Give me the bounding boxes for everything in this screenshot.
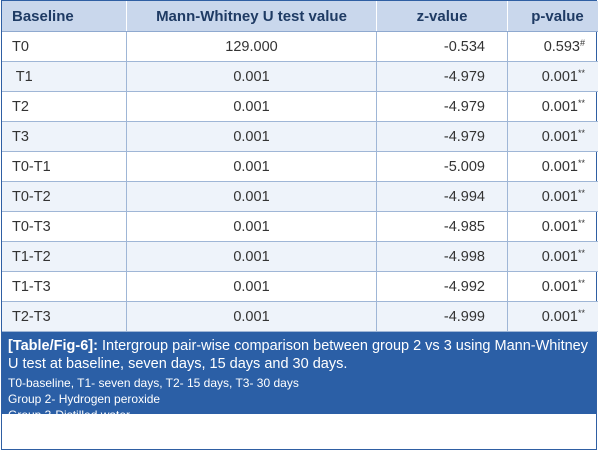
- table-row: T0-T3 0.001 -4.985 0.001**: [2, 211, 598, 242]
- caption-label: [Table/Fig-6]:: [8, 338, 98, 354]
- cell-baseline: T0-T2: [2, 181, 127, 212]
- cell-u-value: 0.001: [126, 91, 377, 122]
- cell-z-value: -4.985: [376, 211, 508, 242]
- p-value-number: 0.001: [541, 188, 578, 205]
- table-header-row: Baseline Mann-Whitney U test value z-val…: [2, 1, 598, 32]
- cell-u-value: 0.001: [126, 121, 377, 152]
- significance-mark: **: [577, 127, 585, 138]
- cell-p-value: 0.593#: [507, 31, 598, 62]
- significance-mark: **: [577, 307, 585, 318]
- p-value-number: 0.001: [541, 278, 578, 295]
- p-value-number: 0.001: [541, 158, 578, 175]
- cell-p-value: 0.001**: [507, 91, 598, 122]
- caption-note: T0-baseline, T1- seven days, T2- 15 days…: [8, 376, 299, 390]
- cell-u-value: 129.000: [126, 31, 377, 62]
- cell-p-value: 0.001**: [507, 181, 598, 212]
- p-value-number: 0.001: [541, 308, 578, 325]
- cell-baseline: T1-T3: [2, 271, 127, 302]
- cell-z-value: -4.979: [376, 61, 508, 92]
- cell-z-value: -4.979: [376, 91, 508, 122]
- p-value-number: 0.001: [541, 98, 578, 115]
- cell-p-value: 0.001**: [507, 271, 598, 302]
- cell-p-value: 0.001**: [507, 61, 598, 92]
- significance-mark: **: [577, 217, 585, 228]
- cell-baseline: T1-T2: [2, 241, 127, 272]
- header-z-value: z-value: [376, 1, 508, 32]
- significance-mark: **: [577, 157, 585, 168]
- header-p-value: p-value: [507, 1, 598, 32]
- cell-p-value: 0.001**: [507, 211, 598, 242]
- table-row: T1-T2 0.001 -4.998 0.001**: [2, 241, 598, 272]
- p-value-number: 0.001: [541, 128, 578, 145]
- cell-u-value: 0.001: [126, 301, 377, 332]
- cell-z-value: -4.994: [376, 181, 508, 212]
- cell-p-value: 0.001**: [507, 151, 598, 182]
- cell-z-value: -4.979: [376, 121, 508, 152]
- cell-u-value: 0.001: [126, 151, 377, 182]
- table-row: T0-T1 0.001 -5.009 0.001**: [2, 151, 598, 182]
- cell-z-value: -5.009: [376, 151, 508, 182]
- significance-mark: #: [579, 37, 585, 48]
- table-row: T3 0.001 -4.979 0.001**: [2, 121, 598, 152]
- cell-p-value: 0.001**: [507, 301, 598, 332]
- results-table: Baseline Mann-Whitney U test value z-val…: [2, 1, 598, 332]
- cell-z-value: -4.998: [376, 241, 508, 272]
- caption-text: Intergroup pair-wise comparison between …: [8, 338, 588, 372]
- p-value-number: 0.001: [541, 218, 578, 235]
- table-row: T2-T3 0.001 -4.999 0.001**: [2, 301, 598, 332]
- cell-baseline: T2-T3: [2, 301, 127, 332]
- significance-mark: **: [577, 187, 585, 198]
- significance-mark: **: [577, 67, 585, 78]
- table-row: T1 0.001 -4.979 0.001**: [2, 61, 598, 92]
- table-row: T2 0.001 -4.979 0.001**: [2, 91, 598, 122]
- table-row: T1-T3 0.001 -4.992 0.001**: [2, 271, 598, 302]
- caption-note: Group 2- Hydrogen peroxide: [8, 392, 161, 406]
- significance-mark: **: [577, 97, 585, 108]
- cell-p-value: 0.001**: [507, 121, 598, 152]
- p-value-number: 0.593: [543, 38, 580, 55]
- cell-baseline: T2: [2, 91, 127, 122]
- cell-u-value: 0.001: [126, 61, 377, 92]
- table-caption: [Table/Fig-6]: Intergroup pair-wise comp…: [2, 332, 596, 422]
- table-row: T0 129.000 -0.534 0.593#: [2, 31, 598, 62]
- cell-baseline: T0: [2, 31, 127, 62]
- cell-p-value: 0.001**: [507, 241, 598, 272]
- cell-baseline: T0-T1: [2, 151, 127, 182]
- caption-title: [Table/Fig-6]: Intergroup pair-wise comp…: [8, 337, 590, 373]
- significance-mark: **: [577, 247, 585, 258]
- cell-z-value: -4.992: [376, 271, 508, 302]
- header-baseline: Baseline: [2, 1, 127, 32]
- cell-u-value: 0.001: [126, 271, 377, 302]
- cell-baseline: T1: [2, 61, 127, 92]
- header-mann-whitney: Mann-Whitney U test value: [126, 1, 377, 32]
- significance-mark: **: [577, 277, 585, 288]
- table-row: T0-T2 0.001 -4.994 0.001**: [2, 181, 598, 212]
- cell-u-value: 0.001: [126, 181, 377, 212]
- cell-u-value: 0.001: [126, 241, 377, 272]
- cell-baseline: T0-T3: [2, 211, 127, 242]
- cell-u-value: 0.001: [126, 211, 377, 242]
- p-value-number: 0.001: [541, 68, 578, 85]
- cell-baseline: T3: [2, 121, 127, 152]
- caption-note: Group 3-Distilled water: [8, 408, 131, 422]
- cell-z-value: -0.534: [376, 31, 508, 62]
- p-value-number: 0.001: [541, 248, 578, 265]
- cell-z-value: -4.999: [376, 301, 508, 332]
